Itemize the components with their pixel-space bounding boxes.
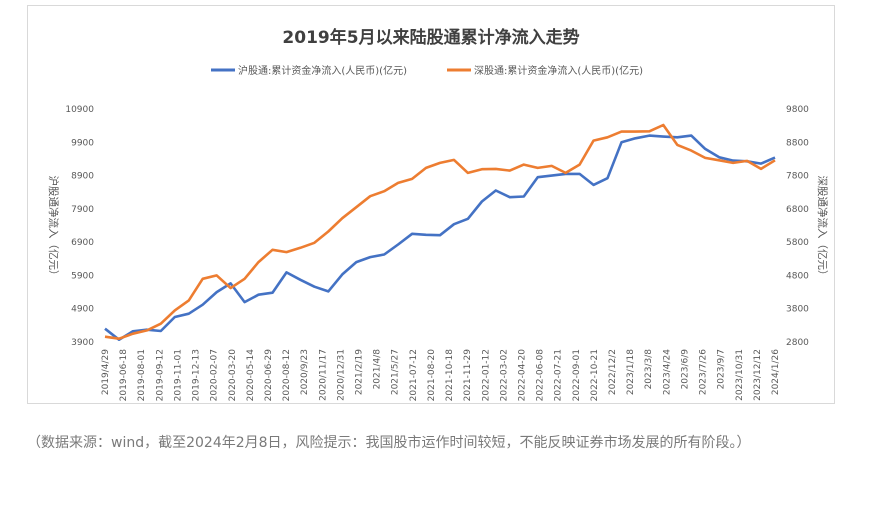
y-left-tick-label: 3900: [71, 338, 94, 348]
series-line-sz: [104, 123, 776, 340]
x-tick-label: 2021/2/19: [355, 349, 365, 395]
x-tick-label: 2019-08-01: [137, 349, 147, 401]
x-tick-label: 2022-04-20: [517, 349, 527, 402]
x-tick-label: 2023/6/9: [680, 349, 690, 390]
x-tick-label: 2021/4/8: [373, 349, 383, 390]
x-tick-label: 2021-08-20: [427, 349, 437, 402]
legend-label-sh: 沪股通:累计资金净流入(人民币)(亿元): [238, 64, 407, 77]
y-left-tick-label: 7900: [71, 205, 94, 215]
y-right-tick-label: 7800: [786, 172, 809, 182]
x-tick-label: 2022-06-08: [536, 349, 546, 402]
y-right-tick-label: 3800: [786, 305, 809, 315]
y-left-tick-label: 4900: [71, 305, 94, 315]
y-right-tick-label: 2800: [786, 338, 809, 348]
x-tick-label: 2023/4/24: [662, 349, 672, 395]
chart-title: 2019年5月以来陆股通累计净流入走势: [282, 27, 579, 48]
x-tick-label: 2021-11-29: [463, 349, 473, 402]
line-chart: 2019年5月以来陆股通累计净流入走势 沪股通:累计资金净流入(人民币)(亿元)…: [47, 27, 829, 402]
x-tick-label: 2022-01-12: [481, 349, 491, 401]
x-tick-label: 2022-10-21: [590, 349, 600, 401]
y-axis-right-label: 深股通净流入（亿元）: [816, 176, 829, 281]
series-line-sh: [104, 134, 776, 341]
x-tick-label: 2021-10-18: [445, 349, 455, 402]
x-tick-label: 2023/1/18: [626, 349, 636, 395]
chart-frame: 2019年5月以来陆股通累计净流入走势 沪股通:累计资金净流入(人民币)(亿元)…: [27, 5, 835, 404]
x-tick-label: 2023/12/12: [753, 349, 763, 401]
x-tick-label: 2019-06-18: [119, 349, 129, 402]
y-right-tick-label: 4800: [786, 271, 809, 281]
x-tick-label: 2023/10/31: [735, 349, 745, 401]
x-tick-label: 2020-06-29: [264, 349, 274, 402]
y-axis-left-label: 沪股通净流入（亿元）: [47, 176, 60, 281]
y-right-tick-label: 6800: [786, 205, 809, 215]
x-tick-label: 2020-02-07: [210, 349, 220, 401]
x-tick-label: 2023/7/26: [699, 349, 709, 395]
x-tick-label: 2020/11/17: [318, 349, 328, 401]
legend-label-sz: 深股通:累计资金净流入(人民币)(亿元): [474, 64, 643, 77]
x-tick-label: 2019-11-01: [173, 349, 183, 401]
y-right-tick-label: 8800: [786, 138, 809, 148]
x-tick-label: 2022-09-01: [572, 349, 582, 401]
y-right-tick-label: 9800: [786, 105, 809, 115]
x-tick-label: 2022/12/2: [608, 349, 618, 395]
x-tick-label: 2019-12-13: [192, 349, 202, 401]
x-tick-label: 2022-07-21: [554, 349, 564, 401]
x-tick-label: 2019-09-12: [155, 349, 165, 401]
y-left-tick-label: 10900: [65, 105, 94, 115]
x-tick-label: 2020/12/31: [336, 349, 346, 401]
x-tick-label: 2021-07-12: [409, 349, 419, 401]
x-tick-label: 2020/9/23: [300, 349, 310, 395]
y-left-tick-label: 9900: [71, 138, 94, 148]
y-left-tick-label: 6900: [71, 238, 94, 248]
x-tick-label: 2021/5/27: [391, 349, 401, 395]
y-right-tick-label: 5800: [786, 238, 809, 248]
y-left-tick-label: 8900: [71, 172, 94, 182]
x-tick-label: 2024/1/26: [771, 349, 781, 395]
source-caption: （数据来源：wind，截至2024年2月8日，风险提示：我国股市运作时间较短，不…: [27, 435, 751, 451]
x-tick-label: 2020-08-12: [282, 349, 292, 401]
x-tick-label: 2023/9/7: [717, 349, 727, 389]
x-tick-label: 2020-03-20: [228, 349, 238, 402]
x-tick-label: 2020-05-14: [246, 349, 256, 402]
y-left-tick-label: 5900: [71, 271, 94, 281]
x-tick-label: 2022-03-02: [499, 349, 509, 401]
x-tick-label: 2023/3/8: [644, 349, 654, 390]
x-tick-label: 2019/4/29: [101, 349, 111, 395]
